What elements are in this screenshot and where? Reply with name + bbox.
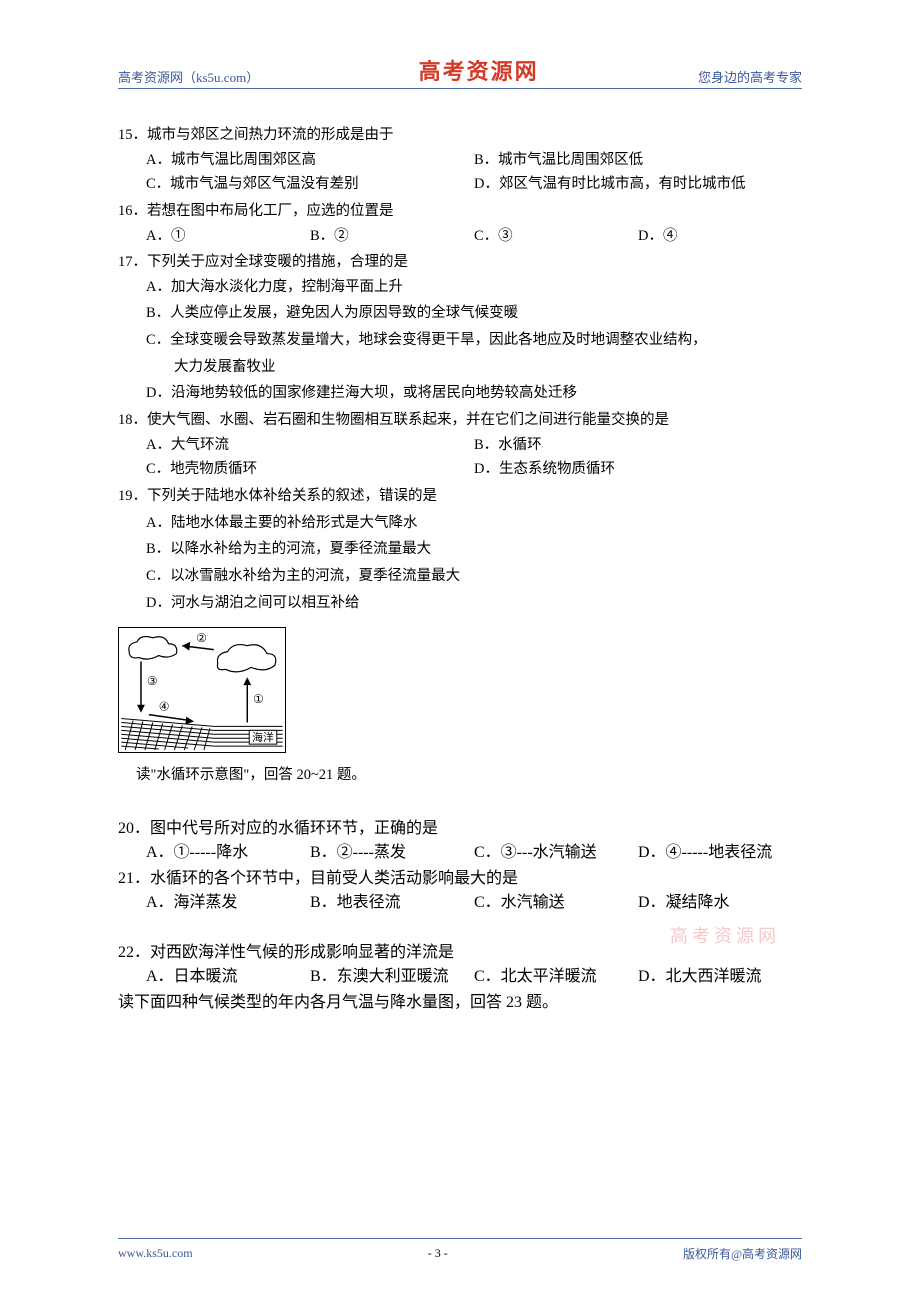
q19-opts: A．陆地水体最主要的补给形式是大气降水 B．以降水补给为主的河流，夏季径流量最大… <box>118 511 802 616</box>
q17-opt-b: B．人类应停止发展，避免因人为原因导致的全球气候变暖 <box>146 301 802 326</box>
q19-opt-a: A．陆地水体最主要的补给形式是大气降水 <box>146 511 802 536</box>
q16-opt-b: B．② <box>310 224 474 249</box>
q19-opt-c: C．以冰雪融水补给为主的河流，夏季径流量最大 <box>146 564 802 589</box>
question-15: 15．城市与郊区之间热力环流的形成是由于 A．城市气温比周围郊区高 B．城市气温… <box>118 123 802 197</box>
page-header: 高考资源网（ks5u.com） 高考资源网 您身边的高考专家 <box>118 54 802 89</box>
q15-opt-b: B．城市气温比周围郊区低 <box>474 148 802 173</box>
q18-row2: C．地壳物质循环 D．生态系统物质循环 <box>118 457 802 482</box>
diagram-caption: 读"水循环示意图"，回答 20~21 题。 <box>136 763 802 784</box>
header-left: 高考资源网（ks5u.com） <box>118 67 259 86</box>
q20-opt-a: A．①-----降水 <box>146 838 310 862</box>
footer-right: 版权所有@高考资源网 <box>683 1245 802 1262</box>
water-cycle-diagram: 海洋 <box>118 627 286 753</box>
q20-opt-b: B．②----蒸发 <box>310 838 474 862</box>
q21-opt-a: A．海洋蒸发 <box>146 888 310 912</box>
question-17: 17．下列关于应对全球变暖的措施，合理的是 A．加大海水淡化力度，控制海平面上升… <box>118 250 802 406</box>
q22-stem: 22．对西欧海洋性气候的形成影响显著的洋流是 <box>118 938 802 962</box>
q17-stem: 17．下列关于应对全球变暖的措施，合理的是 <box>118 250 802 275</box>
q18-stem: 18．使大气圈、水圈、岩石圈和生物圈相互联系起来，并在它们之间进行能量交换的是 <box>118 408 802 433</box>
label-one: ① <box>253 692 264 706</box>
question-16: 16．若想在图中布局化工厂，应选的位置是 A．① B．② C．③ D．④ <box>118 199 802 248</box>
footer-left: www.ks5u.com <box>118 1246 193 1261</box>
q21-opt-c: C．水汽输送 <box>474 888 638 912</box>
q21-stem: 21．水循环的各个环节中，目前受人类活动影响最大的是 <box>118 864 802 888</box>
q20-opts: A．①-----降水 B．②----蒸发 C．③---水汽输送 D．④-----… <box>118 838 802 862</box>
q15-row2: C．城市气温与郊区气温没有差别 D．郊区气温有时比城市高，有时比城市低 <box>118 172 802 197</box>
q15-row1: A．城市气温比周围郊区高 B．城市气温比周围郊区低 <box>118 148 802 173</box>
q18-opt-c: C．地壳物质循环 <box>146 457 474 482</box>
q16-stem: 16．若想在图中布局化工厂，应选的位置是 <box>118 199 802 224</box>
q16-opts: A．① B．② C．③ D．④ <box>118 224 802 249</box>
q16-opt-d: D．④ <box>638 224 802 249</box>
q18-opt-b: B．水循环 <box>474 433 802 458</box>
q21-opt-b: B．地表径流 <box>310 888 474 912</box>
q19-opt-b: B．以降水补给为主的河流，夏季径流量最大 <box>146 537 802 562</box>
q17-opt-d: D．沿海地势较低的国家修建拦海大坝，或将居民向地势较高处迁移 <box>146 381 802 406</box>
content-body: 15．城市与郊区之间热力环流的形成是由于 A．城市气温比周围郊区高 B．城市气温… <box>118 123 802 615</box>
q19-stem: 19．下列关于陆地水体补给关系的叙述，错误的是 <box>118 488 437 504</box>
footer-center: - 3 - <box>428 1246 448 1261</box>
q18-row1: A．大气环流 B．水循环 <box>118 433 802 458</box>
header-center: 高考资源网 <box>419 54 539 86</box>
q15-opt-a: A．城市气温比周围郊区高 <box>146 148 474 173</box>
question-18: 18．使大气圈、水圈、岩石圈和生物圈相互联系起来，并在它们之间进行能量交换的是 … <box>118 408 802 482</box>
q20-opt-d: D．④-----地表径流 <box>638 838 802 862</box>
q18-opt-a: A．大气环流 <box>146 433 474 458</box>
label-four: ④ <box>159 700 170 714</box>
q17-opt-c1: C．全球变暖会导致蒸发量增大，地球会变得更干旱，因此各地应及时地调整农业结构， <box>146 328 802 353</box>
q15-opt-c: C．城市气温与郊区气温没有差别 <box>146 172 474 197</box>
intro-23: 读下面四种气候类型的年内各月气温与降水量图，回答 23 题。 <box>118 988 802 1012</box>
q21-opts: A．海洋蒸发 B．地表径流 C．水汽输送 D．凝结降水 <box>118 888 802 912</box>
label-two: ② <box>196 631 207 645</box>
q16-opt-c: C．③ <box>474 224 638 249</box>
question-22: 22．对西欧海洋性气候的形成影响显著的洋流是 A．日本暖流 B．东澳大利亚暖流 … <box>118 938 802 986</box>
q15-opt-d: D．郊区气温有时比城市高，有时比城市低 <box>474 172 802 197</box>
question-20: 20．图中代号所对应的水循环环节，正确的是 A．①-----降水 B．②----… <box>118 814 802 862</box>
q20-opt-c: C．③---水汽输送 <box>474 838 638 862</box>
q17-opts: A．加大海水淡化力度，控制海平面上升 B．人类应停止发展，避免因人为原因导致的全… <box>118 275 802 406</box>
q17-opt-c2: 大力发展畜牧业 <box>146 355 802 380</box>
diagram-svg: 海洋 <box>119 628 285 752</box>
question-19: 19．下列关于陆地水体补给关系的叙述，错误的是 <box>118 484 802 509</box>
question-21: 21．水循环的各个环节中，目前受人类活动影响最大的是 A．海洋蒸发 B．地表径流… <box>118 864 802 912</box>
q16-opt-a: A．① <box>146 224 310 249</box>
q22-opt-a: A．日本暖流 <box>146 962 310 986</box>
q17-opt-a: A．加大海水淡化力度，控制海平面上升 <box>146 275 802 300</box>
label-three: ③ <box>147 674 158 688</box>
q22-opt-b: B．东澳大利亚暖流 <box>310 962 474 986</box>
q22-opt-d: D．北大西洋暖流 <box>638 962 802 986</box>
page-footer: www.ks5u.com - 3 - 版权所有@高考资源网 <box>118 1238 802 1262</box>
header-right: 您身边的高考专家 <box>698 67 802 86</box>
q22-opt-c: C．北太平洋暖流 <box>474 962 638 986</box>
q22-opts: A．日本暖流 B．东澳大利亚暖流 C．北太平洋暖流 D．北大西洋暖流 <box>118 962 802 986</box>
q20-stem: 20．图中代号所对应的水循环环节，正确的是 <box>118 814 802 838</box>
ocean-label: 海洋 <box>252 730 274 744</box>
q18-opt-d: D．生态系统物质循环 <box>474 457 802 482</box>
q19-opt-d: D．河水与湖泊之间可以相互补给 <box>146 591 802 616</box>
q21-opt-d: D．凝结降水 <box>638 888 802 912</box>
q15-stem: 15．城市与郊区之间热力环流的形成是由于 <box>118 123 802 148</box>
